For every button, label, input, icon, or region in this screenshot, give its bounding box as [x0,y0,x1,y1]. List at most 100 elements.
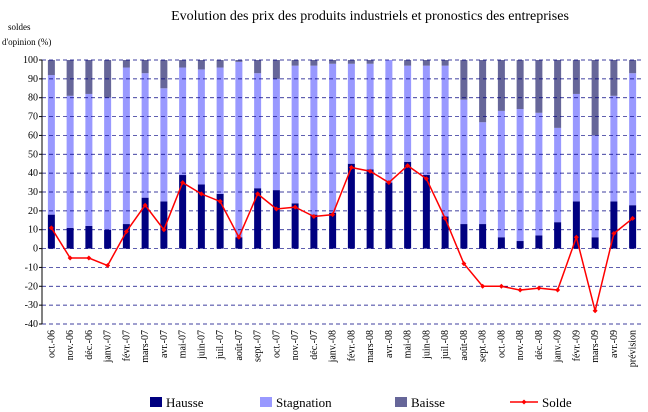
y-tick-label: 90 [28,74,38,85]
y-tick-label: 100 [23,55,38,66]
bar [291,60,299,66]
bar [160,88,168,202]
y-tick-label: -40 [25,319,38,330]
x-tick-label: oct.-07 [271,330,282,358]
bar [347,163,355,249]
marker [311,214,317,220]
bar [85,60,93,94]
bar [404,161,412,249]
bar [479,122,487,225]
x-tick-label: avr.-07 [159,330,170,358]
bar [441,60,449,66]
bar [460,224,468,249]
marker [105,263,111,269]
x-tick-label: mars-07 [140,330,151,363]
bar [554,60,562,128]
bar [179,67,187,176]
bar [479,60,487,123]
bar [272,190,280,249]
bar [216,67,224,194]
bar [310,65,318,215]
bar [516,109,524,242]
bar [179,60,187,68]
bar [385,182,393,249]
bar [47,214,55,249]
x-tick-label: févr.-08 [346,330,357,361]
bar [629,73,637,206]
bar [47,60,55,76]
bar [572,60,580,94]
y-tick-label: 50 [28,149,38,160]
marker [273,206,279,212]
marker [517,287,523,293]
bar [122,224,130,249]
bar [554,222,562,249]
bar [516,60,524,110]
marker [48,225,54,231]
bar [535,112,543,236]
y-axis-label: soldes [8,22,31,32]
bar [591,135,599,238]
bar [47,75,55,215]
bar [366,63,374,170]
x-tick-label: déc.-06 [84,330,95,360]
bar [254,60,262,74]
y-tick-label: 30 [28,187,38,198]
chart-title: Evolution des prix des produits industri… [171,9,569,24]
bar [497,110,505,238]
bar [535,235,543,249]
bar [535,60,543,113]
bar [460,60,468,100]
x-tick-label: mars-08 [365,330,376,363]
bar [366,60,374,64]
bar [179,175,187,249]
bar [629,60,637,74]
bar [610,95,618,202]
y-tick-label: -30 [25,300,38,311]
bar [235,237,243,249]
x-tick-label: janv.-08 [328,330,339,363]
x-tick-label: nov.-08 [515,330,526,360]
marker [123,229,129,235]
legend-swatch [521,399,527,405]
bar [85,225,93,249]
bar [104,229,112,249]
marker [611,230,617,236]
bar [197,60,205,70]
legend-swatch [150,397,162,407]
bar [404,65,412,162]
y-tick-label: 40 [28,168,38,179]
marker [573,234,579,240]
marker [536,285,542,291]
bar [310,60,318,66]
marker [555,287,561,293]
x-tick-label: févr.-07 [121,330,132,361]
bar [141,197,149,249]
bar [141,60,149,74]
x-tick-label: avr.-09 [609,330,620,358]
bar [160,201,168,249]
bar [516,241,524,249]
marker [630,215,636,221]
marker [405,163,411,169]
bar [441,65,449,217]
bar [572,201,580,249]
marker [498,283,504,289]
marker [386,180,392,186]
marker [86,255,92,261]
bar [497,60,505,111]
bar [216,60,224,68]
x-tick-label: déc.-07 [309,330,320,360]
y-axis-label: d'opinion (%) [2,37,51,47]
x-tick-label: févr.-09 [571,330,582,361]
marker [461,261,467,267]
marker [217,198,223,204]
x-tick-label: juil.-08 [440,330,451,360]
bar [141,73,149,198]
bar [122,67,130,225]
marker [367,168,373,174]
bar [347,60,355,64]
x-tick-label: mai-08 [403,330,414,358]
bar [422,65,430,176]
x-tick-label: sept.-08 [478,330,489,362]
